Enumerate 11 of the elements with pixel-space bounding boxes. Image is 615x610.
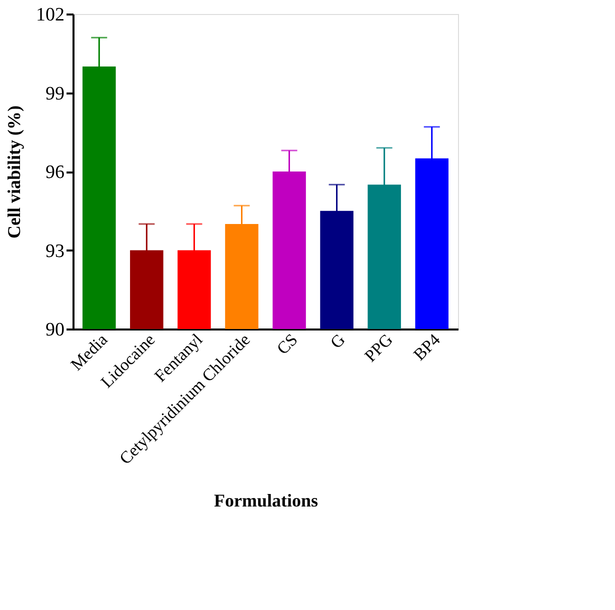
y-tick-label: 102 bbox=[36, 4, 64, 26]
y-tick-label: 90 bbox=[46, 320, 64, 340]
x-tick-label: BP4 bbox=[410, 330, 444, 364]
y-tick-label: 96 bbox=[46, 162, 64, 183]
y-tick-label: 93 bbox=[46, 240, 64, 262]
x-tick-label: CS bbox=[273, 330, 302, 358]
x-axis-title: Formulations bbox=[214, 490, 318, 510]
x-tick-label: G bbox=[326, 330, 349, 352]
y-axis-title: Cell viability (%) bbox=[4, 106, 24, 238]
x-tick-label: PPG bbox=[360, 330, 396, 366]
y-tick-label: 99 bbox=[46, 83, 64, 104]
